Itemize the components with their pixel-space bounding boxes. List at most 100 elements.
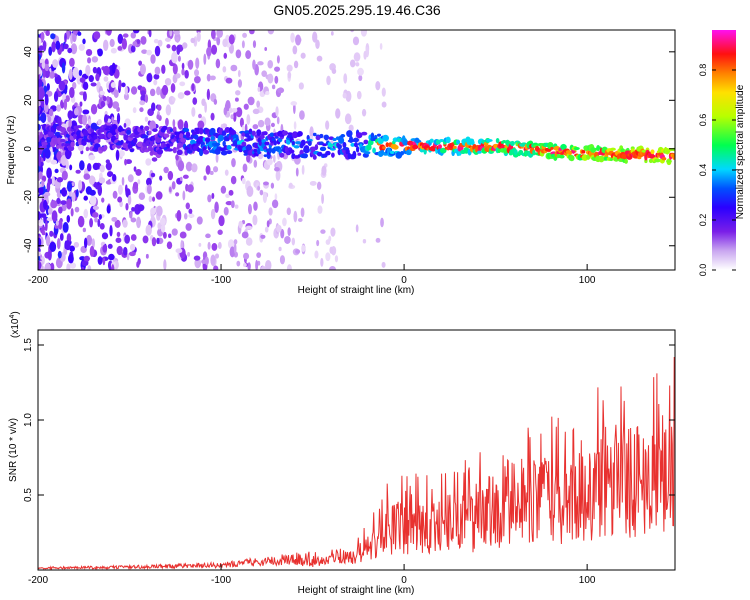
spectrogram-cell — [274, 193, 278, 201]
spectrogram-ridge-cell — [152, 128, 158, 133]
spectrogram-cell — [187, 59, 194, 70]
spectrogram-cell — [145, 253, 149, 259]
spectrogram-cell — [188, 208, 193, 214]
spectrogram-ridge-cell — [297, 130, 303, 137]
spectrogram-ridge-cell — [559, 154, 565, 159]
spectrogram-cell — [321, 165, 327, 176]
spectrogram-cell — [46, 181, 51, 193]
spectrogram-ridge-cell — [41, 141, 48, 147]
spectrogram-ridge-cell — [306, 138, 313, 142]
spectrogram-cell — [204, 256, 209, 266]
spectrogram-cell — [51, 41, 56, 53]
spectrogram-ridge-cell — [172, 126, 177, 132]
spectrogram-cell — [46, 83, 50, 91]
spectrogram-ridge-cell — [471, 140, 475, 146]
spectrogram-cell — [104, 68, 110, 75]
spectrogram-cell — [177, 119, 184, 130]
spectrogram-ridge-cell — [97, 129, 101, 136]
spectrogram-y-tick-label: -40 — [23, 238, 34, 253]
spectrogram-ridge-cell — [133, 133, 141, 139]
spectrogram-cell — [51, 210, 58, 222]
spectrogram-cell — [89, 195, 97, 207]
spectrogram-cell — [99, 164, 105, 173]
spectrogram-ridge-cell — [210, 135, 215, 141]
spectrogram-cell — [135, 169, 142, 176]
spectrogram-cell — [55, 220, 59, 226]
spectrogram-ridge-cell — [319, 133, 324, 139]
spectrogram-cell — [130, 217, 137, 223]
spectrogram-cell — [175, 192, 180, 197]
spectrogram-ridge-cell — [495, 138, 500, 144]
spectrogram-ridge-cell — [60, 138, 66, 143]
spectrogram-cell — [173, 30, 180, 36]
spectrogram-cell — [59, 233, 64, 241]
spectrogram-cell — [257, 119, 265, 128]
spectrogram-cell — [58, 206, 63, 214]
spectrogram-cell — [101, 197, 105, 203]
spectrogram-cell — [329, 265, 336, 270]
spectrogram-cell — [63, 98, 68, 111]
snr-multiplier-base: (x10 — [10, 318, 21, 338]
spectrogram-x-tick-label: 100 — [579, 275, 596, 286]
spectrogram-x-tick-label: -100 — [211, 275, 231, 286]
spectrogram-ridge-cell — [112, 144, 116, 150]
spectrogram-ridge-cell — [202, 149, 210, 155]
snr-y-ticks: 1.5 1.0 0.5 — [23, 338, 675, 502]
spectrogram-cell — [228, 107, 233, 114]
spectrogram-cell — [140, 90, 146, 96]
spectrogram-cell — [162, 231, 167, 239]
spectrogram-ridge-cell — [245, 145, 252, 151]
snr-y-tick-label: 1.0 — [23, 413, 34, 427]
spectrogram-cell — [191, 163, 198, 173]
spectrogram-cell — [79, 160, 85, 171]
spectrogram-ridge-cell — [148, 130, 152, 135]
spectrogram-cell — [70, 207, 74, 217]
spectrogram-cell — [257, 61, 264, 66]
spectrogram-ridge-cell — [291, 131, 299, 139]
snr-y-tick-label: 0.5 — [23, 488, 34, 502]
spectrogram-ridge-cell — [328, 143, 334, 148]
spectrogram-cell — [57, 116, 62, 127]
spectrogram-cell — [265, 259, 272, 270]
spectrogram-ridge-cell — [204, 137, 211, 143]
spectrogram-y-tick-label: 0 — [23, 146, 34, 152]
spectrogram-cell — [274, 75, 279, 84]
spectrogram-ridge-cell — [273, 140, 277, 146]
spectrogram-cell — [69, 262, 77, 269]
spectrogram-cell — [246, 154, 251, 163]
spectrogram-cell — [58, 219, 63, 230]
spectrogram-cell — [82, 227, 87, 233]
spectrogram-cell — [69, 245, 75, 252]
spectrogram-cell — [259, 189, 264, 196]
spectrogram-ridge-cell — [513, 149, 518, 155]
spectrogram-cell — [141, 49, 148, 54]
spectrogram-cell — [228, 189, 234, 196]
spectrogram-cell — [220, 185, 227, 194]
spectrogram-cell — [145, 224, 152, 236]
spectrogram-ridge-cell — [42, 145, 47, 149]
spectrogram-ridge-cell — [279, 152, 285, 158]
spectrogram-cell — [88, 154, 96, 161]
spectrogram-ridge-cell — [38, 123, 41, 131]
spectrogram-ridge-cell — [232, 139, 239, 147]
spectrogram-cell — [83, 173, 91, 180]
spectrogram-ridge-cell — [65, 141, 71, 144]
spectrogram-cell — [123, 92, 130, 101]
spectrogram-cell — [293, 60, 299, 69]
spectrogram-ridge-cell — [385, 142, 389, 148]
spectrogram-cell — [129, 243, 136, 251]
spectrogram-cell — [56, 237, 61, 250]
spectrogram-cell — [177, 92, 185, 99]
spectrogram-cell — [112, 174, 117, 182]
spectrogram-cell — [182, 42, 188, 49]
spectrogram-cell — [153, 38, 159, 44]
spectrogram-cell — [334, 255, 339, 263]
spectrogram-cell — [264, 117, 271, 127]
spectrogram-cell — [92, 66, 98, 74]
spectrogram-cell — [168, 186, 172, 193]
spectrogram-cell — [223, 52, 228, 59]
spectrogram-cell — [151, 237, 157, 247]
spectrogram-cell — [115, 149, 120, 161]
spectrogram-ridge-cell — [209, 127, 216, 134]
spectrogram-cell — [166, 44, 171, 49]
